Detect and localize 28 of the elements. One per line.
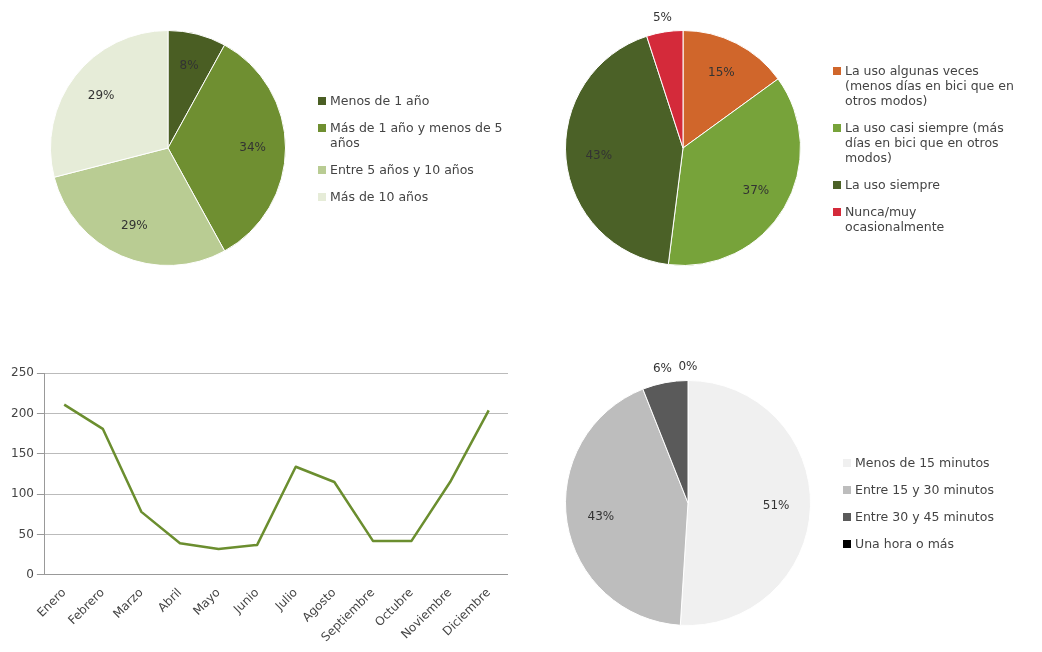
legend-label: Menos de 1 año (330, 92, 430, 108)
y-tick-label: 50 (18, 526, 34, 541)
y-tick-label: 100 (11, 486, 34, 501)
legend-label: La uso siempre (845, 176, 940, 192)
legend-label: Entre 30 y 45 minutos (855, 509, 994, 524)
y-tick-label: 150 (11, 445, 34, 460)
legend-label: Una hora o más (855, 536, 955, 551)
legend-label: Entre 5 años y 10 años (330, 161, 474, 177)
data-label: 6% (652, 361, 672, 376)
data-label: 5% (652, 10, 672, 25)
data-label: 51% (762, 497, 790, 512)
legend-label: Más de 1 año y menos de 5 años (330, 119, 503, 150)
legend-label: La uso algunas veces (menos días en bici que en otros modos) (845, 62, 1015, 108)
data-label: 43% (587, 508, 615, 523)
legend-label: Entre 15 y 30 minutos (855, 482, 994, 497)
legend-label: Menos de 15 minutos (855, 455, 990, 470)
y-tick-label: 0 (26, 566, 34, 581)
legend-label: Nunca/muy ocasionalmente (845, 203, 946, 234)
legend-label: La uso casi siempre (más días en bici que en otros modos) (845, 119, 1005, 165)
data-label: 15% (708, 64, 735, 79)
data-label: 34% (239, 140, 266, 155)
data-label: 29% (87, 88, 115, 103)
data-label: 37% (742, 183, 770, 198)
y-tick-label: 200 (11, 405, 34, 420)
legend-label: Más de 10 años (330, 188, 429, 204)
data-label: 29% (121, 217, 148, 232)
y-tick-label: 250 (11, 365, 34, 380)
text: 0% (678, 358, 698, 373)
